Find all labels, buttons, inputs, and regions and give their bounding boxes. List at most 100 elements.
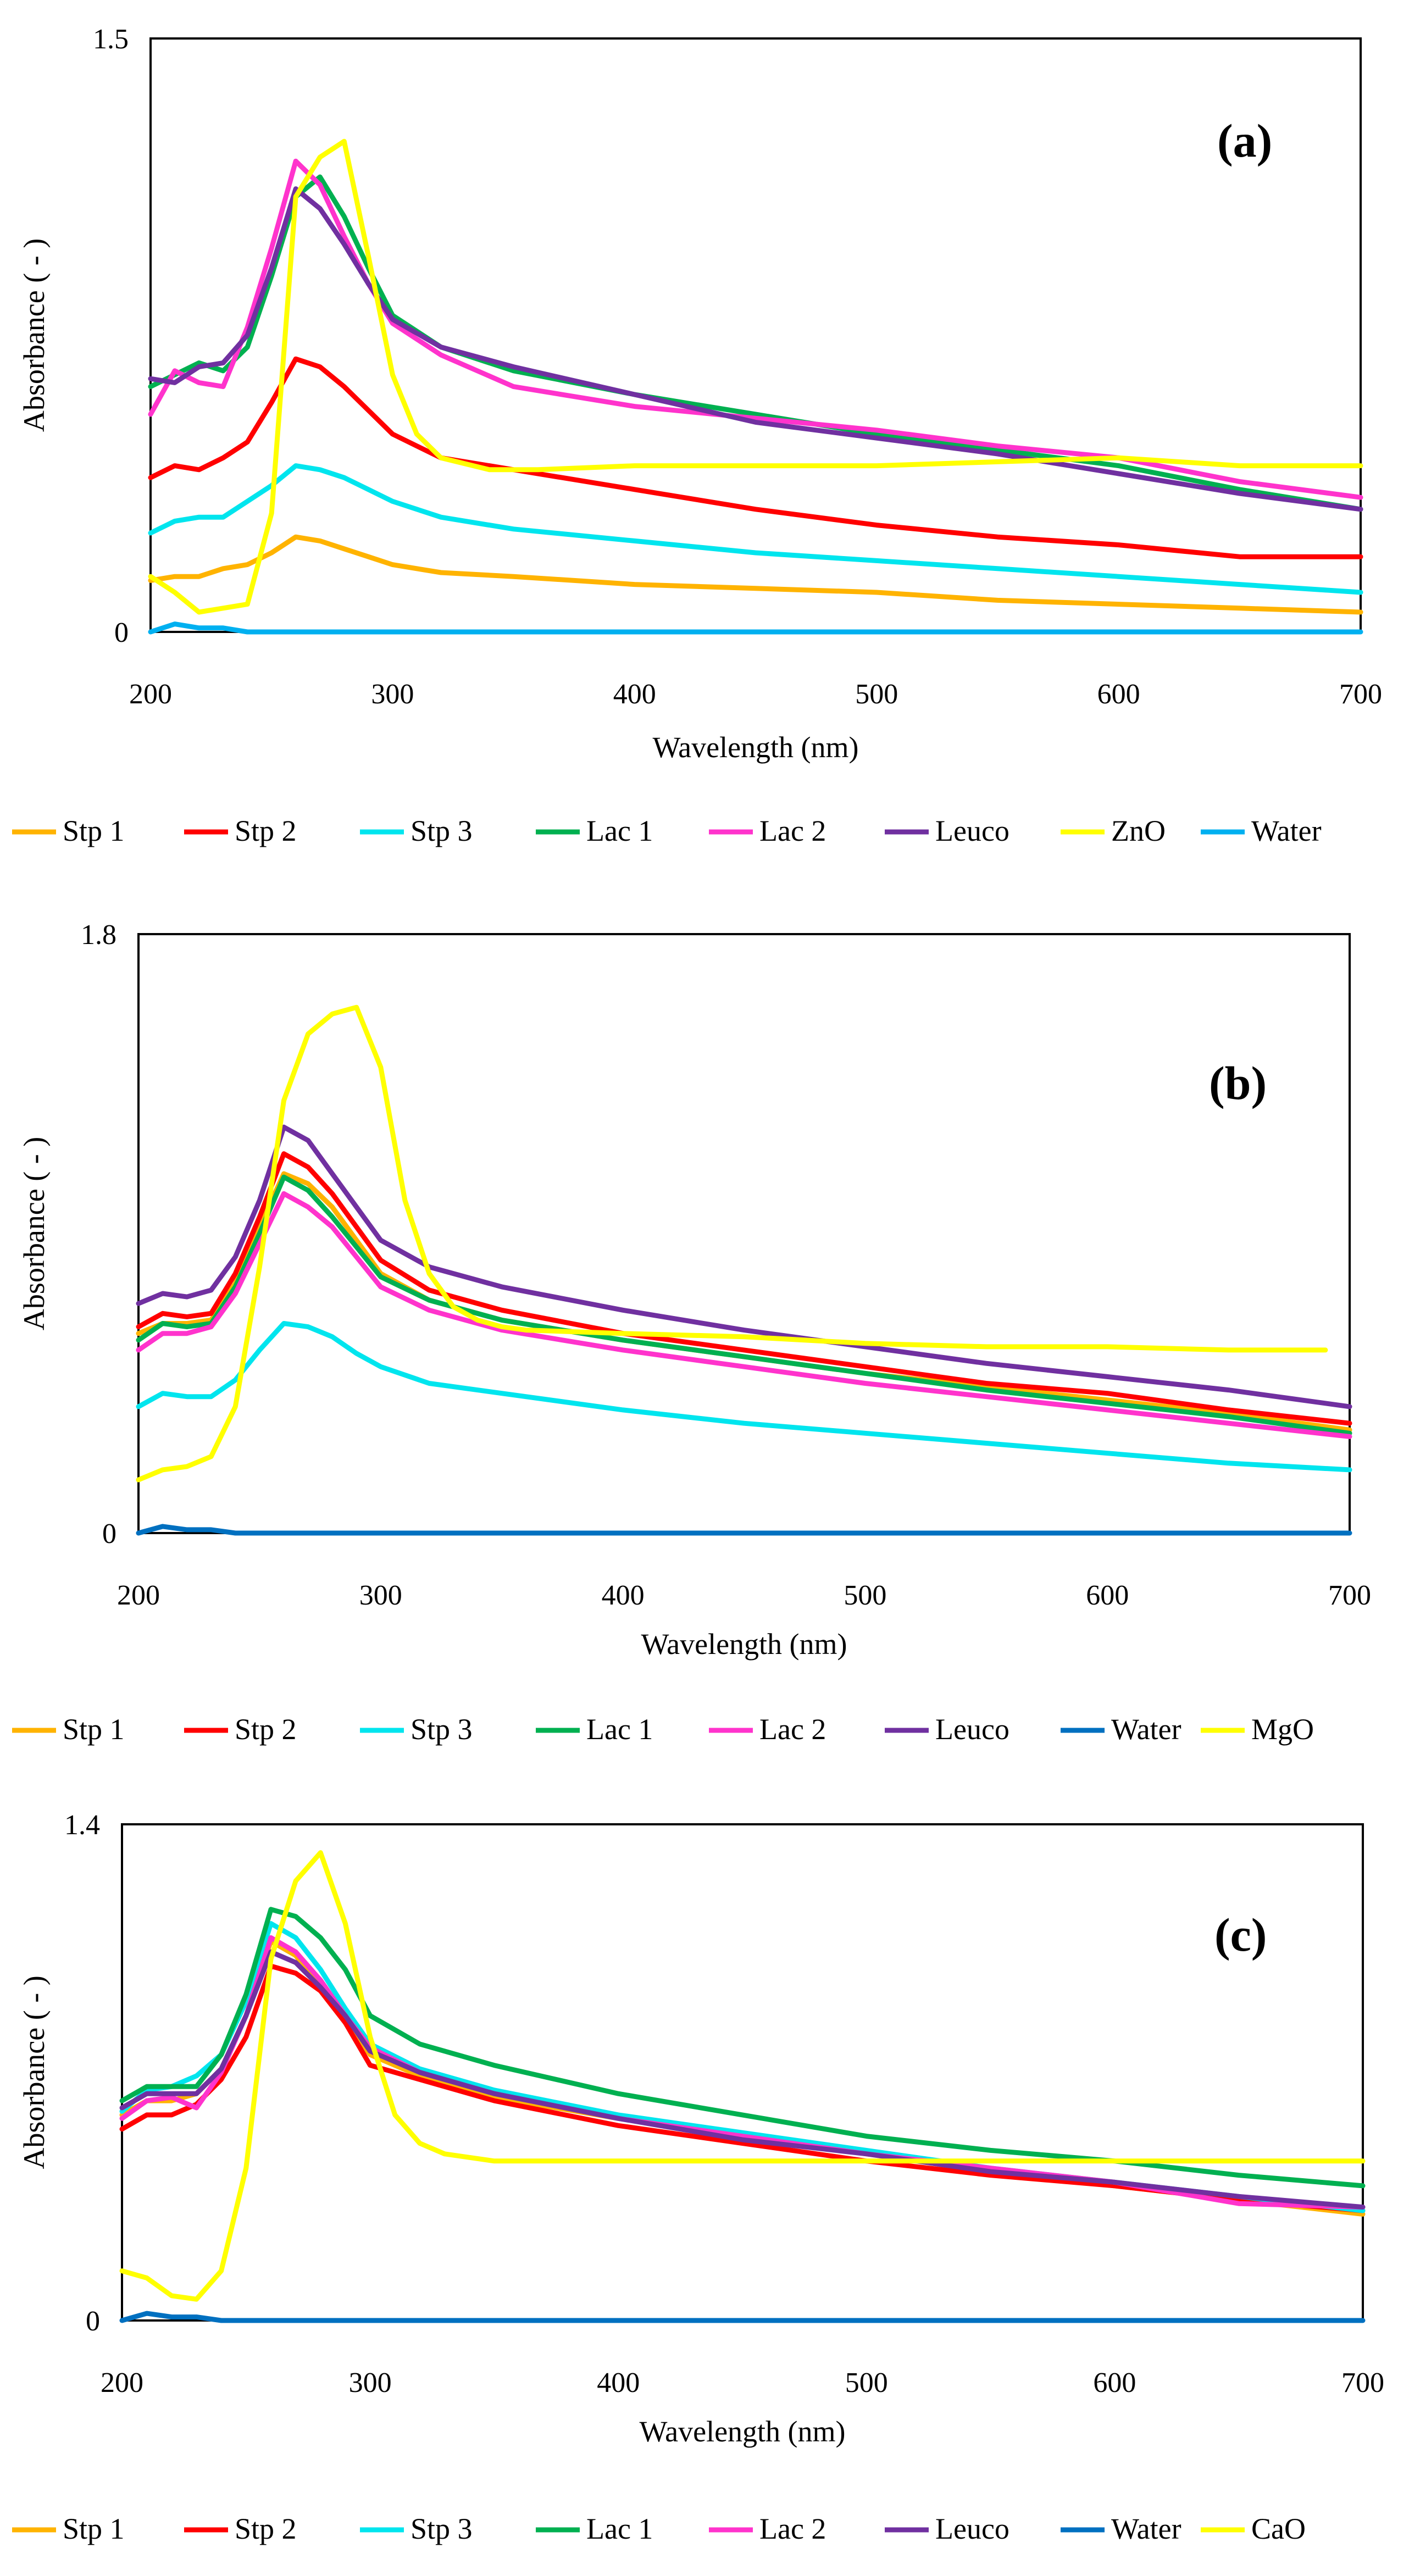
- legend-label: Leuco: [935, 2512, 1009, 2545]
- legend-label: Stp 1: [63, 814, 125, 847]
- series-line-water: [119, 2311, 1366, 2323]
- panel-label: (b): [1209, 1057, 1267, 1109]
- series-line-leuco: [148, 186, 1363, 512]
- legend-label: Lac 1: [586, 2512, 653, 2545]
- legend-label: Lac 2: [759, 1713, 826, 1746]
- series-line-stp-2: [119, 1963, 1366, 2213]
- series-line-stp-3: [148, 463, 1363, 595]
- legend-label: CaO: [1251, 2512, 1306, 2545]
- legend-label: Lac 2: [759, 814, 826, 847]
- legend-label: Stp 1: [63, 2512, 125, 2545]
- legend-label: Stp 2: [235, 2512, 297, 2545]
- legend-item: Leuco: [885, 1713, 1009, 1746]
- legend-label: Stp 1: [63, 1713, 125, 1746]
- chart-panel-c: 200 300 400 500 600 700 0 1.4 Wavelength (nm) Abs…: [12, 1809, 1384, 2545]
- legend-item: Stp 3: [360, 2512, 473, 2545]
- legend-item: Stp 2: [184, 814, 297, 847]
- x-tick-label: 400: [613, 679, 656, 710]
- legend-item: Water: [1201, 814, 1322, 847]
- legend-item: Leuco: [885, 814, 1009, 847]
- legend-item: Stp 2: [184, 2512, 297, 2545]
- x-tick-label: 300: [359, 1580, 402, 1611]
- x-tick-label: 500: [845, 2367, 888, 2399]
- series-line-lac-1: [148, 174, 1363, 512]
- legend-label: Lac 2: [759, 2512, 826, 2545]
- series-line-leuco: [136, 1124, 1352, 1409]
- legend-item: Lac 2: [709, 1713, 826, 1746]
- x-tick-label: 200: [117, 1580, 160, 1611]
- x-tick-label: 200: [129, 679, 172, 710]
- legend-label: Water: [1251, 814, 1322, 847]
- legend-item: Lac 2: [709, 814, 826, 847]
- series-line-mgo: [136, 1004, 1328, 1483]
- x-tick-label: 400: [597, 2367, 640, 2399]
- x-tick-label: 700: [1328, 1580, 1371, 1611]
- legend-item: Stp 1: [12, 814, 125, 847]
- series-line-lac-2: [148, 158, 1363, 500]
- legend-label: Lac 1: [586, 1713, 653, 1746]
- series-line-water: [136, 1524, 1352, 1536]
- legend-item: Lac 1: [536, 1713, 653, 1746]
- x-tick-label: 400: [602, 1580, 645, 1611]
- panel-label: (a): [1217, 114, 1272, 167]
- series-line-stp-1: [148, 534, 1363, 615]
- legend-item: Leuco: [885, 2512, 1009, 2545]
- series-line-lac-1: [119, 1907, 1366, 2189]
- y-axis-title: Absorbance ( - ): [18, 238, 51, 432]
- series-line-zno: [148, 138, 1363, 615]
- x-tick-label: 200: [101, 2367, 143, 2399]
- legend-label: Stp 3: [411, 814, 473, 847]
- x-tick-label: 300: [349, 2367, 392, 2399]
- y-tick-label: 1.8: [81, 919, 117, 951]
- series-line-water: [148, 621, 1363, 635]
- legend-label: Stp 2: [235, 1713, 297, 1746]
- plot-area-frame: [121, 1823, 1364, 2322]
- legend-item: Stp 2: [184, 1713, 297, 1746]
- legend-item: ZnO: [1061, 814, 1166, 847]
- y-axis-title: Absorbance ( - ): [18, 1975, 51, 2169]
- legend-item: Lac 1: [536, 814, 653, 847]
- chart-panel-b: 200 300 400 500 600 700 0 1.8 Wavelength (nm) Abs…: [12, 919, 1371, 1746]
- x-axis-title: Wavelength (nm): [639, 2415, 845, 2448]
- x-axis-title: Wavelength (nm): [652, 731, 858, 764]
- series-line-stp-1: [136, 1171, 1352, 1433]
- y-tick-label: 1.5: [93, 24, 129, 55]
- x-tick-label: 600: [1086, 1580, 1129, 1611]
- legend-item: Lac 1: [536, 2512, 653, 2545]
- series-line-stp-3: [136, 1321, 1352, 1473]
- legend-item: Stp 1: [12, 2512, 125, 2545]
- x-tick-label: 500: [855, 679, 898, 710]
- x-tick-label: 300: [371, 679, 414, 710]
- legend-label: ZnO: [1111, 814, 1166, 847]
- legend-label: Lac 1: [586, 814, 653, 847]
- legend-label: Leuco: [935, 1713, 1009, 1746]
- y-tick-label: 0: [102, 1518, 117, 1550]
- legend-label: Water: [1111, 1713, 1181, 1746]
- legend-item: Water: [1061, 1713, 1181, 1746]
- x-tick-label: 600: [1093, 2367, 1136, 2399]
- series-line-cao: [119, 1850, 1366, 2302]
- y-tick-label: 0: [114, 617, 129, 648]
- legend-label: Stp 3: [411, 1713, 473, 1746]
- legend: Stp 1 Stp 2 Stp 3 Lac 1 Lac 2 Leuco Water MgO: [12, 1713, 1314, 1746]
- legend-label: Stp 2: [235, 814, 297, 847]
- series-line-leuco: [119, 1949, 1366, 2210]
- x-tick-label: 700: [1339, 679, 1382, 710]
- x-tick-label: 600: [1097, 679, 1140, 710]
- legend-item: MgO: [1201, 1713, 1314, 1746]
- x-tick-label: 700: [1341, 2367, 1384, 2399]
- legend-item: Stp 3: [360, 1713, 473, 1746]
- series-line-stp-2: [136, 1151, 1352, 1426]
- y-axis-title: Absorbance ( - ): [18, 1137, 51, 1330]
- legend-item: Water: [1061, 2512, 1181, 2545]
- panel-label: (c): [1214, 1908, 1267, 1961]
- chart-panel-a: 200 300 400 500 600 700 0 1.5 Wavelength (nm) Abs…: [12, 24, 1382, 847]
- series-line-stp-2: [148, 356, 1363, 559]
- y-tick-label: 0: [86, 2306, 100, 2337]
- legend-label: MgO: [1251, 1713, 1314, 1746]
- legend-item: CaO: [1201, 2512, 1306, 2545]
- legend-label: Stp 3: [411, 2512, 473, 2545]
- x-tick-label: 500: [844, 1580, 886, 1611]
- legend-item: Lac 2: [709, 2512, 826, 2545]
